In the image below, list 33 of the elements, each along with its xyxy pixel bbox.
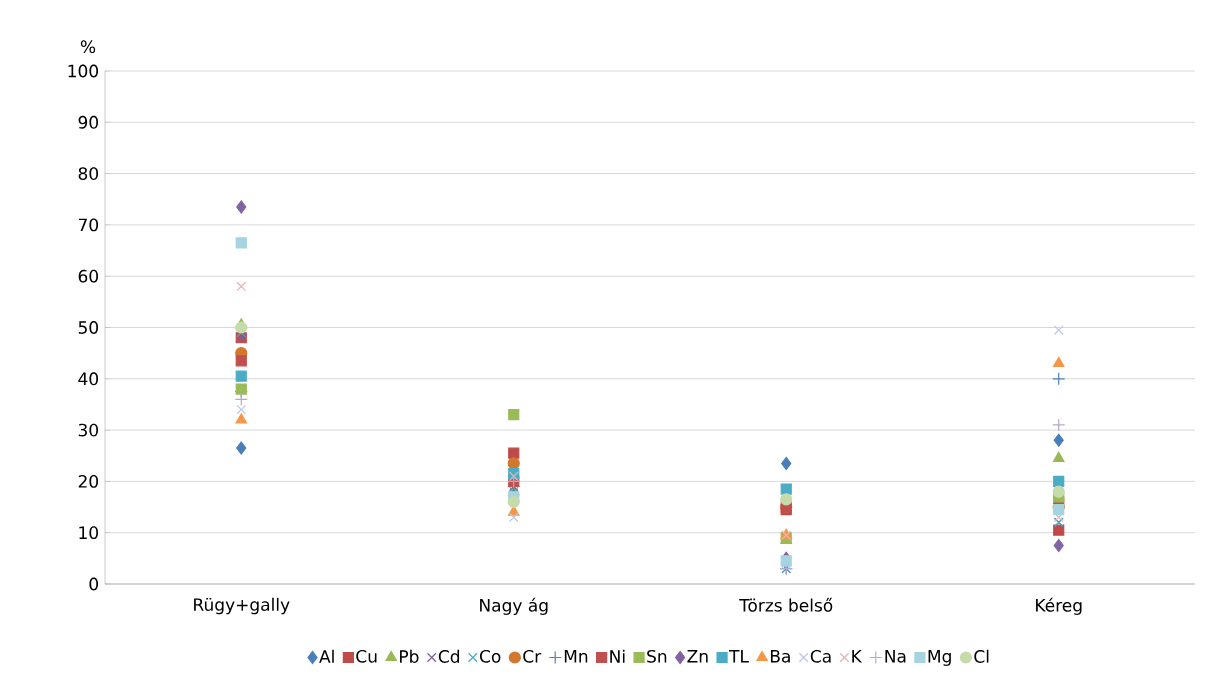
legend-label: Pb [400, 649, 419, 663]
legend-label: Ba [770, 650, 790, 663]
y-tick-label: 60 [78, 269, 99, 283]
x-tick-label: Törzs belső [739, 597, 833, 612]
legend-label: Zn [687, 650, 708, 663]
x-tick-label: Nagy ág [480, 597, 548, 615]
y-tick-label: 50 [78, 321, 99, 334]
y-tick-label: 30 [78, 423, 99, 437]
legend-label: Co [480, 649, 501, 663]
legend-label: Al [319, 649, 334, 663]
legend-label: Na [885, 650, 906, 663]
y-tick-label: 90 [78, 115, 99, 129]
y-tick-label: 10 [79, 526, 99, 540]
legend-label: Mg [928, 650, 951, 666]
y-tick-label: 80 [78, 167, 99, 181]
legend-label: Cd [438, 649, 460, 663]
legend-label: Cu [356, 649, 377, 663]
legend-label: Ca [810, 649, 831, 663]
y-tick-label: 100 [68, 64, 99, 78]
x-tick-label: Kéreg [1036, 597, 1082, 615]
legend-label: Mn [564, 650, 588, 663]
y-axis-title: % [80, 40, 96, 54]
y-tick-label: 0 [89, 577, 99, 591]
legend-label: Cl [974, 649, 989, 663]
y-tick-label: 70 [78, 218, 99, 232]
y-tick-label: 40 [78, 372, 99, 386]
y-tick-label: 20 [78, 474, 99, 488]
legend-label: K [852, 650, 863, 663]
legend-label: TL [729, 650, 749, 663]
legend-label: Ni [610, 649, 625, 663]
x-tick-label: Rügy+gally [194, 597, 290, 615]
legend-label: Cr [523, 649, 542, 663]
legend-label: Sn [647, 649, 667, 663]
